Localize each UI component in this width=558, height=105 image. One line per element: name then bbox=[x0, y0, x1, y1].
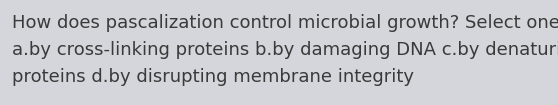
Text: How does pascalization control microbial growth? Select one:: How does pascalization control microbial… bbox=[12, 14, 558, 32]
Text: a.by cross-linking proteins b.by damaging DNA c.by denaturing: a.by cross-linking proteins b.by damagin… bbox=[12, 41, 558, 59]
Text: proteins d.by disrupting membrane integrity: proteins d.by disrupting membrane integr… bbox=[12, 68, 414, 86]
